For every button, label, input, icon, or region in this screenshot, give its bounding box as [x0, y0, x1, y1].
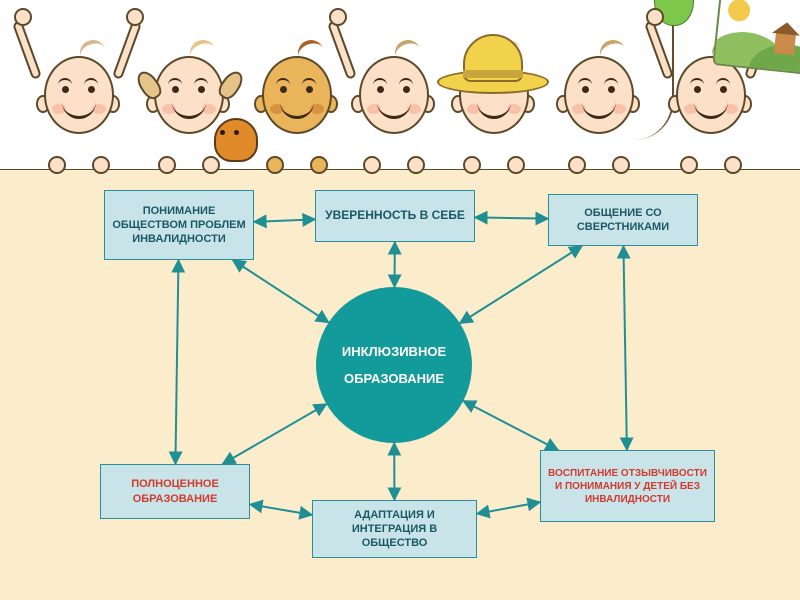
node-n1: ПОНИМАНИЕ ОБЩЕСТВОМ ПРОБЛЕМ ИНВАЛИДНОСТИ	[104, 190, 254, 260]
diagram-area: ИНКЛЮЗИВНОЕ ОБРАЗОВАНИЕ ПОНИМАНИЕ ОБЩЕСТВО…	[0, 170, 800, 600]
drawing-card	[712, 0, 800, 75]
ledge-line	[0, 169, 800, 170]
node-n5: АДАПТАЦИЯ И ИНТЕГРАЦИЯ В ОБЩЕСТВО	[312, 500, 477, 558]
center-node: ИНКЛЮЗИВНОЕ ОБРАЗОВАНИЕ	[316, 287, 472, 443]
node-label: ПОЛНОЦЕННОЕ ОБРАЗОВАНИЕ	[107, 477, 243, 506]
kid-illustration	[40, 0, 150, 170]
node-n4: ПОЛНОЦЕННОЕ ОБРАЗОВАНИЕ	[100, 464, 250, 519]
node-n3: ОБЩЕНИЕ СО СВЕРСТНИКАМИ	[548, 194, 698, 246]
kid-illustration	[672, 0, 782, 170]
center-label-1: ИНКЛЮЗИВНОЕ	[342, 342, 446, 362]
kid-illustration	[258, 0, 368, 170]
node-label: УВЕРЕННОСТЬ В СЕБЕ	[325, 208, 465, 224]
header-illustration	[0, 0, 800, 170]
node-n6: ВОСПИТАНИЕ ОТЗЫВЧИВОСТИ И ПОНИМАНИЯ У ДЕ…	[540, 450, 715, 522]
center-label-2: ОБРАЗОВАНИЕ	[344, 369, 444, 389]
node-label: ВОСПИТАНИЕ ОТЗЫВЧИВОСТИ И ПОНИМАНИЯ У ДЕ…	[547, 467, 708, 506]
node-n2: УВЕРЕННОСТЬ В СЕБЕ	[315, 190, 475, 242]
node-label: ОБЩЕНИЕ СО СВЕРСТНИКАМИ	[555, 206, 691, 235]
node-label: ПОНИМАНИЕ ОБЩЕСТВОМ ПРОБЛЕМ ИНВАЛИДНОСТИ	[111, 204, 247, 247]
kid-illustration	[455, 0, 565, 170]
node-label: АДАПТАЦИЯ И ИНТЕГРАЦИЯ В ОБЩЕСТВО	[319, 508, 470, 551]
